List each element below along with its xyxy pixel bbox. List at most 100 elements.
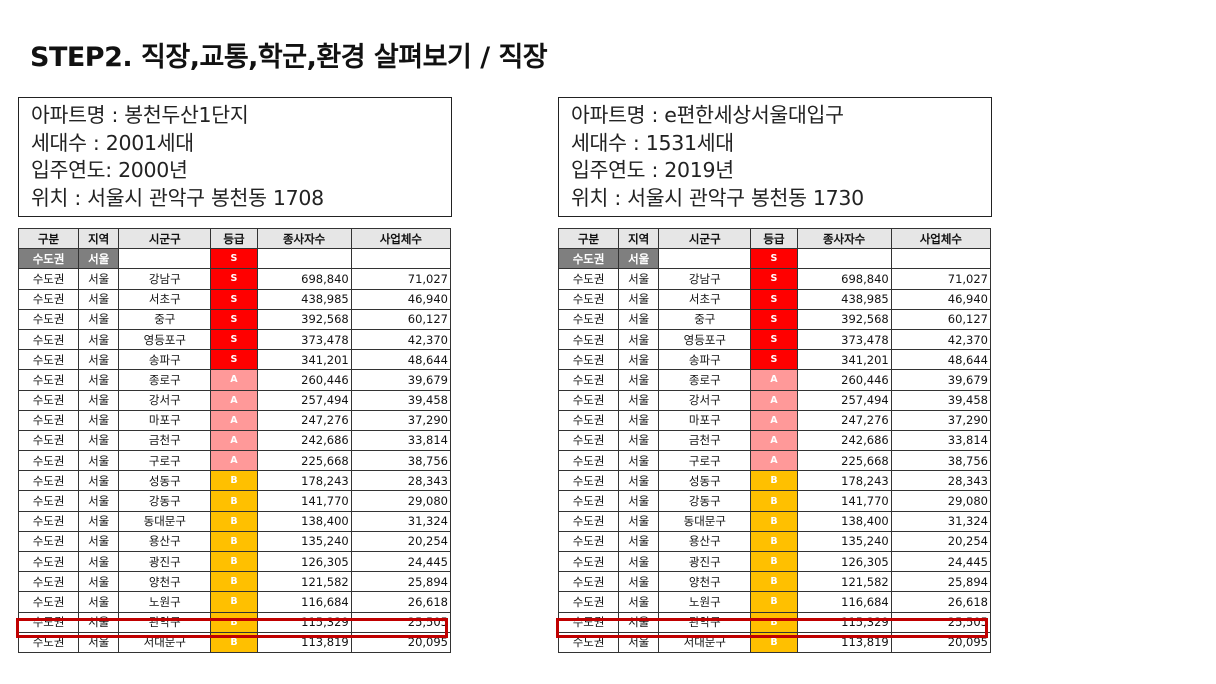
table-row: 수도권 서울 동대문구 B 138,400 31,324 [557,510,992,532]
col-region-cell: 서울 [78,591,120,613]
col-region-cell: 서울 [618,510,660,532]
col-category-cell: 수도권 [17,268,80,290]
col-employees-cell: 373,478 [796,328,892,351]
col-district-cell: 광진구 [658,550,752,573]
col-grade-cell: B [210,611,258,633]
col-district-cell: 동대문구 [658,510,752,532]
col-region-cell: 서울 [618,389,660,411]
col-district-cell: 송파구 [118,349,212,371]
col-employees-cell: 116,684 [256,591,352,613]
col-district-cell: 마포구 [658,409,752,431]
col-businesses-cell: 48,644 [350,349,452,371]
col-category-cell: 수도권 [17,571,80,593]
move-in-year: 입주연도: 2000년 [31,158,188,182]
col-businesses-cell: 25,894 [350,571,452,593]
col-businesses-cell: 24,445 [890,550,992,573]
subheader-businesses [890,248,992,270]
table-row: 수도권 서울 금천구 A 242,686 33,814 [557,429,992,452]
col-grade-cell: A [210,369,258,391]
col-grade-cell: B [750,591,798,613]
workplace-table: 구분 지역 시군구 등급 종사자수 사업체수 수도권 서울 S 수도권 서울 강남구 S 698,840 7… [17,227,452,653]
table-row: 수도권 서울 노원구 B 116,684 26,618 [17,591,452,613]
col-region-cell: 서울 [78,349,120,371]
col-grade-cell: A [750,409,798,431]
col-employees-cell: 247,276 [256,409,352,431]
col-district-cell: 금천구 [658,429,752,452]
col-employees-cell: 242,686 [256,429,352,452]
col-employees-cell: 126,305 [796,550,892,573]
col-district-header: 시군구 [658,227,752,250]
col-employees-cell: 113,819 [796,631,892,653]
table-subheader-row: 수도권 서울 S [557,248,992,270]
col-category-cell: 수도권 [557,470,620,492]
col-category-header: 구분 [557,227,620,250]
col-region-header: 지역 [78,227,120,250]
col-region-cell: 서울 [618,490,660,512]
table-row: 수도권 서울 강서구 A 257,494 39,458 [557,389,992,411]
col-employees-cell: 113,819 [256,631,352,653]
table-row: 수도권 서울 양천구 B 121,582 25,894 [17,571,452,593]
col-region-cell: 서울 [618,611,660,633]
col-employees-cell: 141,770 [796,490,892,512]
col-grade-cell: A [210,429,258,452]
col-employees-cell: 126,305 [256,550,352,573]
col-district-cell: 영등포구 [658,328,752,351]
col-grade-cell: A [750,389,798,411]
col-category-cell: 수도권 [557,611,620,633]
col-businesses-cell: 46,940 [890,288,992,310]
col-businesses-cell: 42,370 [890,328,992,351]
table-row: 수도권 서울 광진구 B 126,305 24,445 [557,550,992,573]
col-category-cell: 수도권 [17,631,80,653]
col-businesses-cell: 39,679 [890,369,992,391]
col-businesses-cell: 31,324 [350,510,452,532]
table-row: 수도권 서울 성동구 B 178,243 28,343 [17,470,452,492]
col-businesses-cell: 38,756 [890,450,992,472]
col-grade-cell: B [750,550,798,573]
table-row: 수도권 서울 용산구 B 135,240 20,254 [17,530,452,553]
col-category-cell: 수도권 [17,470,80,492]
apartment-info-box: 아파트명 : e편한세상서울대입구 세대수 : 1531세대 입주연도 : 20… [558,97,992,217]
table-row: 수도권 서울 구로구 A 225,668 38,756 [557,450,992,472]
col-businesses-cell: 48,644 [890,349,992,371]
table-row: 수도권 서울 동대문구 B 138,400 31,324 [17,510,452,532]
col-businesses-cell: 24,445 [350,550,452,573]
col-district-cell: 성동구 [658,470,752,492]
col-businesses-cell: 28,343 [350,470,452,492]
table-row: 수도권 서울 종로구 A 260,446 39,679 [557,369,992,391]
col-grade-cell: B [210,550,258,573]
table-row: 수도권 서울 마포구 A 247,276 37,290 [557,409,992,431]
col-category-cell: 수도권 [17,288,80,310]
household-count: 세대수 : 1531세대 [571,130,734,155]
col-grade-cell: B [210,490,258,512]
col-region-header: 지역 [618,227,660,250]
household-count: 세대수 : 2001세대 [31,130,194,155]
col-grade-cell: S [210,328,258,351]
col-grade-cell: B [750,530,798,553]
col-grade-cell: B [210,510,258,532]
col-category-cell: 수도권 [17,369,80,391]
col-region-cell: 서울 [78,389,120,411]
col-district-cell: 서초구 [118,288,212,310]
col-region-cell: 서울 [78,470,120,492]
col-district-cell: 영등포구 [118,328,212,351]
col-grade-cell: A [210,389,258,411]
table-row: 수도권 서울 관악구 B 115,329 25,505 [557,611,992,633]
col-category-cell: 수도권 [557,369,620,391]
col-region-cell: 서울 [78,550,120,573]
col-employees-cell: 438,985 [796,288,892,310]
col-district-cell: 양천구 [658,571,752,593]
col-district-cell: 강동구 [658,490,752,512]
workplace-table: 구분 지역 시군구 등급 종사자수 사업체수 수도권 서울 S 수도권 서울 강남구 S 698,840 7… [557,227,992,653]
col-region-cell: 서울 [618,268,660,290]
col-region-cell: 서울 [78,631,120,653]
table-row: 수도권 서울 노원구 B 116,684 26,618 [557,591,992,613]
col-grade-cell: B [750,611,798,633]
col-businesses-cell: 25,894 [890,571,992,593]
col-region-cell: 서울 [618,470,660,492]
col-grade-cell: B [210,631,258,653]
col-district-cell: 강동구 [118,490,212,512]
col-category-cell: 수도권 [557,631,620,653]
col-category-cell: 수도권 [557,490,620,512]
col-businesses-cell: 39,458 [890,389,992,411]
col-district-cell: 마포구 [118,409,212,431]
